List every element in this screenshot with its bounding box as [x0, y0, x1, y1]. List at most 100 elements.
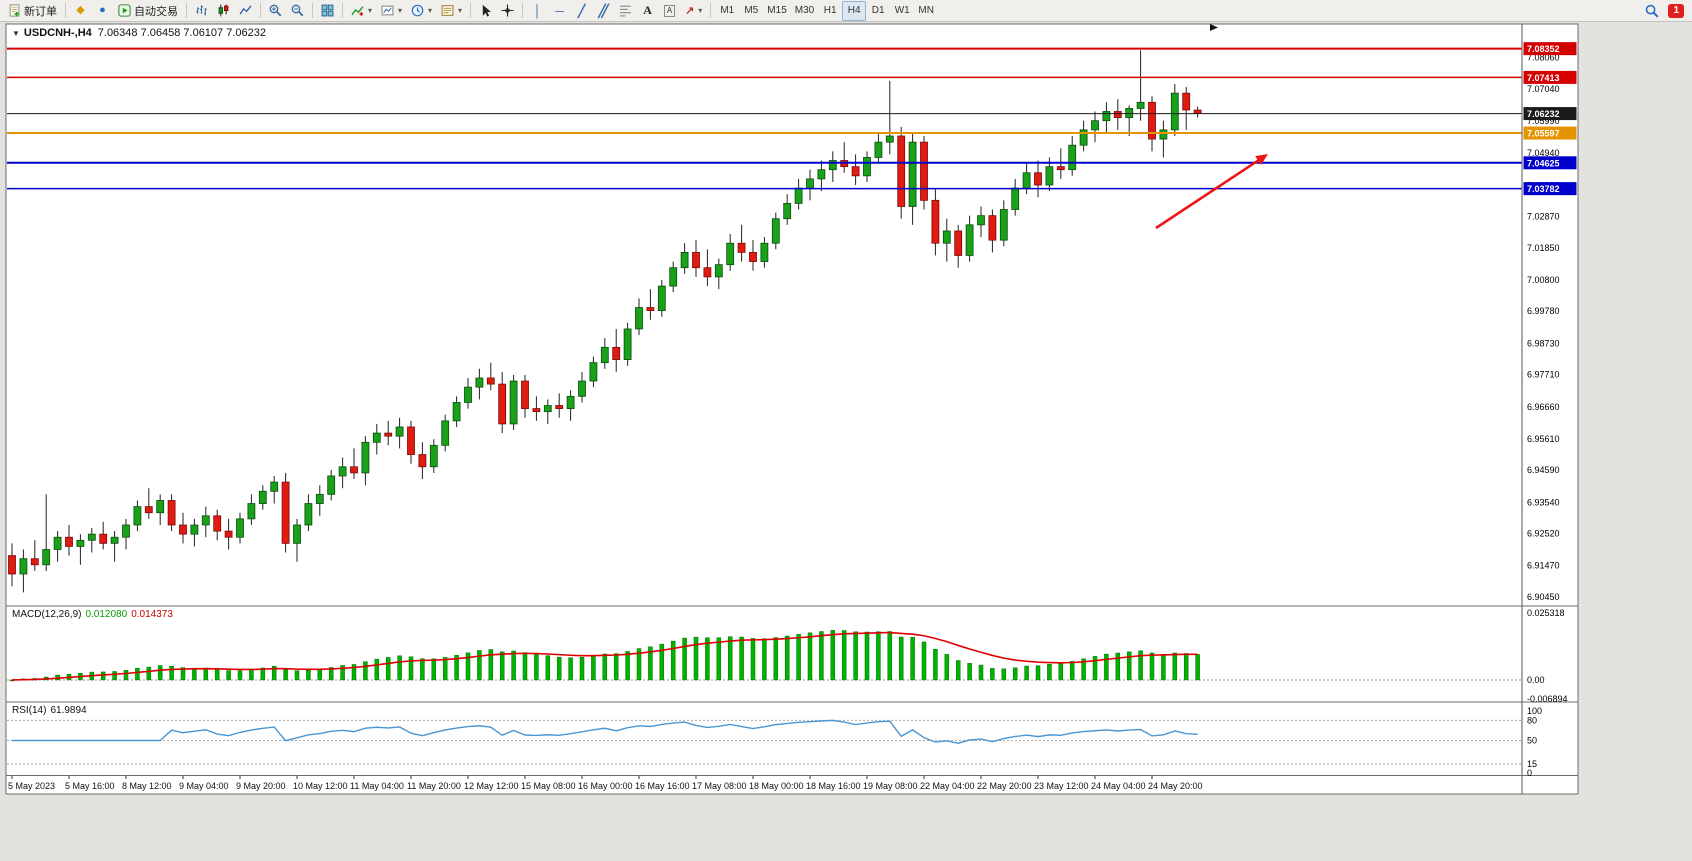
new-order-button[interactable]: 新订单	[4, 1, 61, 21]
dropdown-arrow-icon: ▾	[698, 6, 703, 15]
trendline-button[interactable]: ╱	[571, 1, 592, 21]
timeframe-button-m30[interactable]: M30	[791, 1, 818, 21]
zoom-in-button[interactable]	[265, 1, 286, 21]
candlestick-chart-button[interactable]	[213, 1, 234, 21]
svg-text:100: 100	[1527, 706, 1542, 716]
timeframe-button-h4[interactable]: H4	[842, 0, 867, 21]
dropdown-arrow-icon: ▾	[428, 6, 433, 15]
svg-text:7.06232: 7.06232	[1527, 109, 1560, 119]
svg-text:7.08060: 7.08060	[1527, 53, 1560, 63]
price-tag	[1523, 156, 1577, 170]
zoom-out-icon	[291, 4, 304, 17]
price-tag	[1523, 182, 1577, 196]
dropdown-arrow-icon: ▾	[368, 6, 373, 15]
toolbar-separator	[342, 3, 343, 18]
periods-button[interactable]: ▾	[407, 1, 436, 21]
svg-text:16 May 16:00: 16 May 16:00	[635, 781, 690, 791]
toolbar-separator	[522, 3, 524, 18]
svg-text:6.97710: 6.97710	[1527, 370, 1560, 380]
zoom-out-button[interactable]	[287, 1, 308, 21]
svg-text:0: 0	[1527, 768, 1532, 778]
line-chart-button[interactable]	[235, 1, 256, 21]
arrow-tool-icon: ↗	[685, 5, 695, 17]
timeframe-button-d1[interactable]: D1	[866, 1, 890, 21]
toolbar-separator	[710, 3, 712, 18]
auto-trading-button[interactable]: 自动交易	[114, 1, 182, 21]
horizontal-line-button[interactable]: ─	[549, 1, 570, 21]
vertical-line-button[interactable]: │	[527, 1, 548, 21]
trendline-icon: ╱	[577, 3, 586, 18]
svg-text:24 May 20:00: 24 May 20:00	[1148, 781, 1203, 791]
tile-windows-icon	[321, 4, 334, 17]
crosshair-icon	[501, 4, 514, 17]
text-tool-button[interactable]: A	[637, 1, 658, 21]
timeframe-button-h1[interactable]: H1	[818, 1, 842, 21]
svg-text:16 May 00:00: 16 May 00:00	[578, 781, 633, 791]
svg-text:7.00800: 7.00800	[1527, 275, 1560, 285]
candles-layer	[8, 50, 1202, 593]
price-axis[interactable]: 7.080607.070407.059907.049407.038907.028…	[1523, 42, 1577, 602]
cursor-button[interactable]	[475, 1, 496, 21]
dropdown-arrow-icon: ▾	[398, 6, 403, 15]
timeframe-button-m1[interactable]: M1	[715, 1, 739, 21]
bar-chart-icon	[196, 5, 207, 16]
toolbar-separator	[65, 3, 66, 18]
svg-text:24 May 04:00: 24 May 04:00	[1091, 781, 1146, 791]
svg-text:15 May 08:00: 15 May 08:00	[521, 781, 576, 791]
metaeditor-icon: ◆	[76, 4, 85, 16]
indicators-icon	[351, 6, 364, 16]
svg-text:50: 50	[1527, 736, 1537, 746]
timeframe-button-mn[interactable]: MN	[914, 1, 938, 21]
bar-chart-button[interactable]	[191, 1, 212, 21]
text-label-icon: A	[663, 4, 676, 17]
macd-panel[interactable]	[7, 630, 1522, 682]
svg-text:7.02870: 7.02870	[1527, 212, 1560, 222]
equidistant-channel-button[interactable]: ╱╱	[593, 1, 614, 21]
text-label-tool-button[interactable]: A	[659, 1, 680, 21]
timeframe-button-m5[interactable]: M5	[739, 1, 763, 21]
price-tag	[1523, 42, 1577, 56]
timeframe-button-m15[interactable]: M15	[763, 1, 790, 21]
svg-text:6.99780: 6.99780	[1527, 306, 1560, 316]
horizontal-lines[interactable]	[7, 47, 1522, 190]
svg-text:7.07040: 7.07040	[1527, 84, 1560, 94]
price-tag	[1523, 70, 1577, 84]
tile-windows-button[interactable]	[317, 1, 338, 21]
toolbar-separator	[186, 3, 187, 18]
price-tag	[1523, 107, 1577, 121]
templates-button[interactable]: ▾	[437, 1, 466, 21]
crosshair-button[interactable]	[497, 1, 518, 21]
svg-text:19 May 08:00: 19 May 08:00	[863, 781, 918, 791]
svg-text:6.98730: 6.98730	[1527, 338, 1560, 348]
notification-badge[interactable]: 1	[1668, 3, 1684, 18]
svg-text:9 May 20:00: 9 May 20:00	[236, 781, 286, 791]
svg-text:7.05597: 7.05597	[1527, 129, 1560, 139]
metaeditor-button[interactable]: ◆	[70, 1, 91, 21]
trend-arrow-annotation[interactable]	[1155, 154, 1268, 230]
rsi-panel[interactable]	[7, 719, 1522, 765]
svg-text:22 May 04:00: 22 May 04:00	[920, 781, 975, 791]
svg-text:17 May 08:00: 17 May 08:00	[692, 781, 747, 791]
line-chart-icon	[239, 5, 252, 15]
svg-text:0.025318: 0.025318	[1527, 608, 1565, 618]
time-axis[interactable]: 5 May 2023 5 May 16:00 8 May 12:00 9 May 04…	[8, 775, 1203, 792]
fibonacci-retracement-button[interactable]	[615, 1, 636, 21]
indicators-button[interactable]: ▾	[347, 1, 376, 21]
horizontal-line-icon: ─	[555, 3, 564, 18]
svg-text:8 May 12:00: 8 May 12:00	[122, 781, 172, 791]
svg-text:80: 80	[1527, 715, 1537, 725]
search-button[interactable]	[1641, 1, 1663, 21]
svg-text:11 May 04:00: 11 May 04:00	[350, 781, 404, 791]
chart-end-marker-icon	[1210, 24, 1218, 31]
arrows-tool-button[interactable]: ↗ ▾	[681, 1, 706, 21]
svg-text:7.03782: 7.03782	[1527, 184, 1560, 194]
rsi-line	[12, 719, 1198, 744]
mql5-community-button[interactable]: ●	[92, 1, 113, 21]
svg-text:15: 15	[1527, 759, 1537, 769]
new-chart-button[interactable]: ▾	[377, 1, 406, 21]
macd-axis[interactable]: 0.025318 0.00 -0.006894	[1527, 608, 1568, 704]
timeframe-button-w1[interactable]: W1	[890, 1, 914, 21]
svg-text:18 May 16:00: 18 May 16:00	[806, 781, 861, 791]
